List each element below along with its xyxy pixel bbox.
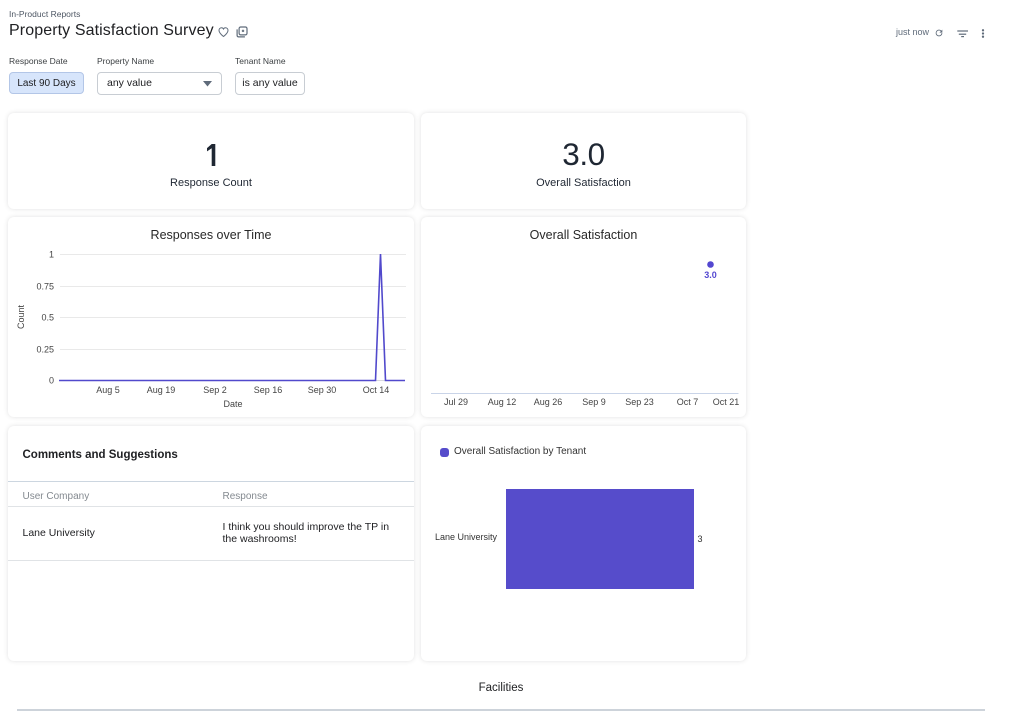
svg-text:Jul 29: Jul 29 — [444, 397, 468, 407]
svg-text:0.75: 0.75 — [36, 282, 54, 292]
svg-text:Sep 16: Sep 16 — [254, 385, 283, 395]
svg-text:Date: Date — [223, 399, 242, 409]
svg-text:Aug 26: Aug 26 — [534, 397, 563, 407]
svg-text:1: 1 — [49, 250, 54, 260]
svg-text:Sep 23: Sep 23 — [625, 397, 654, 407]
svg-text:Oct 21: Oct 21 — [713, 397, 740, 407]
svg-text:0: 0 — [49, 376, 54, 386]
svg-text:0.5: 0.5 — [41, 313, 54, 323]
svg-text:Count: Count — [16, 305, 26, 330]
svg-text:3.0: 3.0 — [704, 270, 717, 280]
svg-text:Oct 14: Oct 14 — [363, 385, 390, 395]
svg-text:Sep 2: Sep 2 — [203, 385, 227, 395]
svg-text:Oct 7: Oct 7 — [677, 397, 699, 407]
svg-text:Aug 12: Aug 12 — [488, 397, 517, 407]
svg-text:Aug 19: Aug 19 — [147, 385, 176, 395]
svg-text:Aug 5: Aug 5 — [96, 385, 120, 395]
svg-text:Sep 9: Sep 9 — [582, 397, 606, 407]
svg-text:Sep 30: Sep 30 — [308, 385, 337, 395]
svg-text:0.25: 0.25 — [36, 345, 54, 355]
